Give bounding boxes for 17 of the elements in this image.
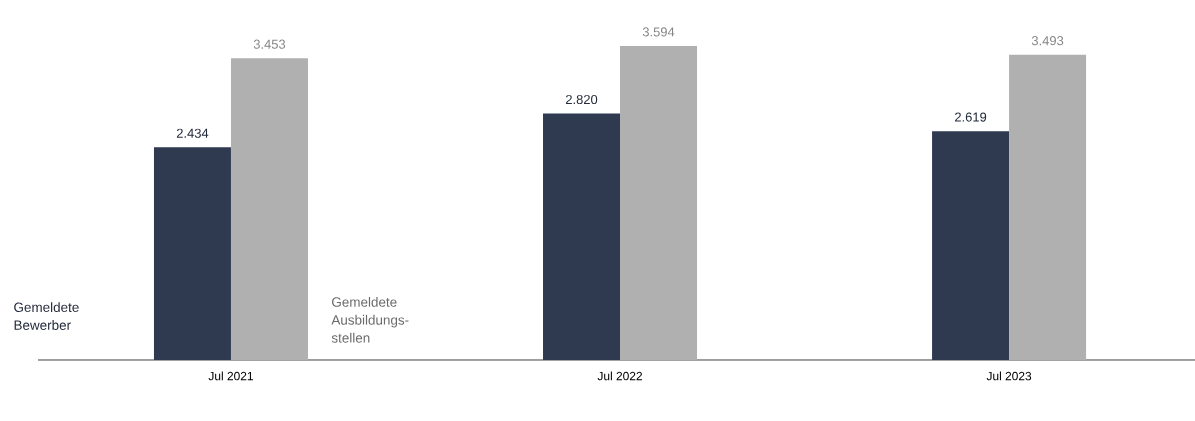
bar [543,113,621,360]
x-tick-label: Jul 2022 [597,371,642,381]
data-label: 2.820 [565,94,598,105]
x-tick-label: Jul 2021 [208,371,253,381]
data-label: 3.453 [253,39,286,49]
bar [153,147,231,360]
data-label: 3.594 [642,27,675,37]
data-label: 3.493 [1031,36,1064,46]
bar [1009,54,1087,360]
text: Gemeldete Bewerber [14,302,79,330]
bar [620,45,698,360]
series-label: Gemeldete Ausbildungs-stellen [331,296,409,343]
bar [230,58,308,360]
x-tick-label: Jul 2023 [986,371,1032,381]
bar [932,131,1010,360]
data-label: 2.434 [176,128,209,138]
data-label: 2.619 [955,112,987,122]
